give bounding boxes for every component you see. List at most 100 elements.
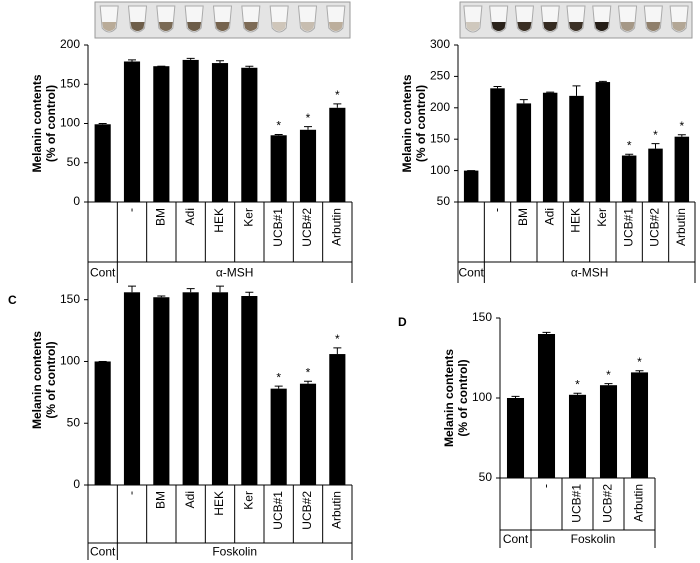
- error-bar: [677, 134, 686, 137]
- error-bar: [542, 331, 551, 334]
- y-tick-label: 50: [67, 155, 81, 169]
- error-bar: [245, 291, 254, 296]
- tube-pellet: [158, 22, 173, 31]
- x-tick-label: -: [490, 208, 504, 212]
- y-tick-label: 150: [472, 310, 492, 324]
- tube-pellet: [594, 22, 609, 31]
- tube-pellet: [517, 22, 532, 31]
- bar: [270, 135, 287, 202]
- x-tick-label: UCB#1: [271, 208, 285, 247]
- y-tick-label: 50: [67, 415, 81, 429]
- tube-pellet: [243, 22, 258, 31]
- bar: [182, 292, 199, 485]
- bar: [516, 103, 532, 202]
- significance-mark: *: [637, 355, 642, 369]
- x-tick-label: Adi: [542, 208, 556, 225]
- x-tick-label: UCB#2: [300, 491, 314, 530]
- significance-mark: *: [335, 88, 340, 102]
- tube-pellet: [328, 22, 343, 31]
- tube-pellet: [300, 22, 315, 31]
- group-label: Cont: [503, 532, 529, 546]
- significance-mark: *: [575, 377, 580, 391]
- y-axis-label: Melanin contents: [442, 349, 456, 447]
- error-bar: [519, 99, 528, 104]
- bar: [648, 148, 663, 202]
- bar: [182, 59, 199, 202]
- error-bar: [635, 370, 644, 373]
- y-tick-label: 300: [430, 37, 450, 51]
- error-bar: [598, 80, 607, 83]
- significance-mark: *: [276, 119, 281, 133]
- bar: [299, 383, 317, 485]
- bar: [568, 394, 587, 478]
- tube-pellet: [465, 22, 480, 31]
- significance-mark: *: [627, 138, 632, 152]
- significance-mark: *: [306, 111, 311, 125]
- x-tick-label: BM: [154, 491, 168, 509]
- error-bar: [304, 380, 312, 384]
- y-tick-label: 50: [437, 194, 451, 208]
- y-axis-label: (% of control): [44, 85, 58, 162]
- y-tick-label: 150: [430, 131, 450, 145]
- y-tick-label: 250: [430, 69, 450, 83]
- bar: [463, 170, 479, 202]
- error-bar: [573, 392, 582, 395]
- group-label: α-MSH: [571, 266, 609, 280]
- significance-mark: *: [606, 368, 611, 382]
- y-axis-label: (% of control): [44, 341, 58, 418]
- y-tick-label: 0: [73, 477, 80, 491]
- bar: [674, 136, 690, 202]
- bar: [211, 63, 229, 203]
- x-tick-label: HEK: [569, 208, 583, 233]
- error-bar: [304, 126, 312, 130]
- bar: [490, 88, 505, 202]
- y-tick-label: 100: [430, 163, 450, 177]
- bar: [241, 296, 258, 485]
- error-bar: [333, 347, 342, 355]
- bar: [153, 66, 170, 202]
- error-bar: [511, 395, 520, 398]
- y-tick-label: 50: [479, 470, 493, 484]
- tube-pellet: [543, 22, 558, 31]
- y-axis-label: (% of control): [456, 359, 470, 436]
- tube-pellet: [491, 22, 506, 31]
- error-bar: [546, 91, 555, 93]
- bar: [211, 292, 229, 485]
- group-label: α-MSH: [216, 266, 254, 280]
- bar: [94, 361, 111, 485]
- x-tick-label: Ker: [595, 208, 609, 227]
- group-label: Cont: [90, 266, 116, 280]
- x-tick-label: BM: [516, 208, 530, 226]
- x-tick-label: -: [124, 491, 138, 495]
- tube-pellet: [215, 22, 230, 31]
- panel-label: C: [8, 293, 17, 307]
- error-bar: [625, 153, 634, 156]
- error-bar: [274, 133, 283, 136]
- x-tick-label: Arbutin: [330, 208, 344, 246]
- bar: [123, 292, 141, 485]
- y-tick-label: 200: [430, 100, 450, 114]
- y-tick-label: 100: [472, 390, 492, 404]
- x-tick-label: HEK: [212, 208, 226, 233]
- group-label: Cont: [90, 545, 116, 559]
- x-tick-label: HEK: [212, 491, 226, 516]
- bar: [299, 129, 317, 202]
- bar: [542, 92, 558, 202]
- y-tick-label: 150: [60, 292, 80, 306]
- error-bar: [604, 383, 613, 386]
- x-tick-label: -: [539, 484, 553, 488]
- bar: [329, 107, 346, 202]
- error-bar: [186, 288, 195, 293]
- y-tick-label: 100: [60, 354, 80, 368]
- y-tick-label: 150: [60, 76, 80, 90]
- x-tick-label: Adi: [183, 491, 197, 508]
- significance-mark: *: [653, 128, 658, 142]
- bar: [329, 354, 346, 485]
- x-tick-label: Arbutin: [674, 208, 688, 246]
- error-bar: [216, 60, 224, 64]
- tube-pellet: [102, 22, 117, 31]
- x-tick-label: UCB#1: [271, 491, 285, 530]
- bar: [630, 372, 649, 478]
- group-label: Foskolin: [212, 545, 257, 559]
